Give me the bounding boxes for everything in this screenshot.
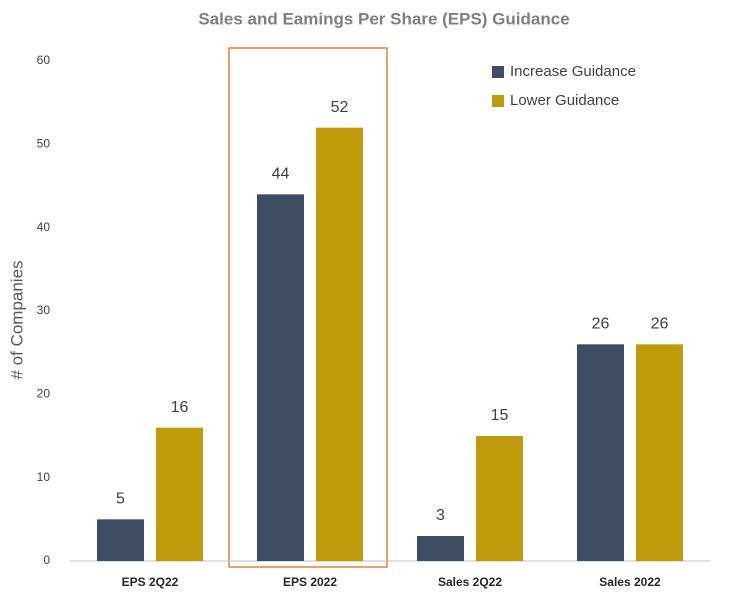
bar	[577, 344, 624, 561]
x-tick-label: EPS 2Q22	[122, 575, 179, 589]
x-tick-label: EPS 2022	[283, 575, 337, 589]
bar	[97, 519, 144, 561]
legend-label: Lower Guidance	[510, 92, 619, 109]
highlight-box	[228, 47, 388, 568]
bar	[476, 436, 523, 561]
chart-title: Sales and Eamings Per Share (EPS) Guidan…	[198, 9, 569, 28]
x-tick-label: Sales 2022	[599, 575, 661, 589]
x-tick-label: Sales 2Q22	[438, 575, 502, 589]
data-label: 5	[116, 491, 125, 508]
y-tick-label: 30	[37, 303, 51, 317]
bar	[417, 536, 464, 561]
bar	[316, 127, 363, 562]
data-label: 52	[331, 99, 349, 116]
data-label: 15	[491, 407, 509, 424]
data-label: 26	[592, 316, 610, 333]
y-tick-label: 40	[37, 220, 51, 234]
data-label: 26	[651, 316, 669, 333]
y-tick-label: 10	[37, 470, 51, 484]
data-label: 16	[171, 399, 189, 416]
legend-swatch	[492, 95, 504, 107]
legend-swatch	[492, 66, 504, 78]
y-tick-label: 20	[37, 387, 51, 401]
bar	[636, 344, 683, 561]
data-label: 3	[436, 507, 445, 524]
y-axis-label: # of Companies	[7, 260, 26, 379]
bar	[156, 427, 203, 561]
bar	[257, 194, 304, 562]
y-tick-label: 50	[37, 137, 51, 151]
y-tick-label: 0	[43, 553, 50, 567]
y-tick-label: 60	[37, 53, 51, 67]
legend-label: Increase Guidance	[510, 63, 636, 80]
data-label: 44	[272, 166, 290, 183]
